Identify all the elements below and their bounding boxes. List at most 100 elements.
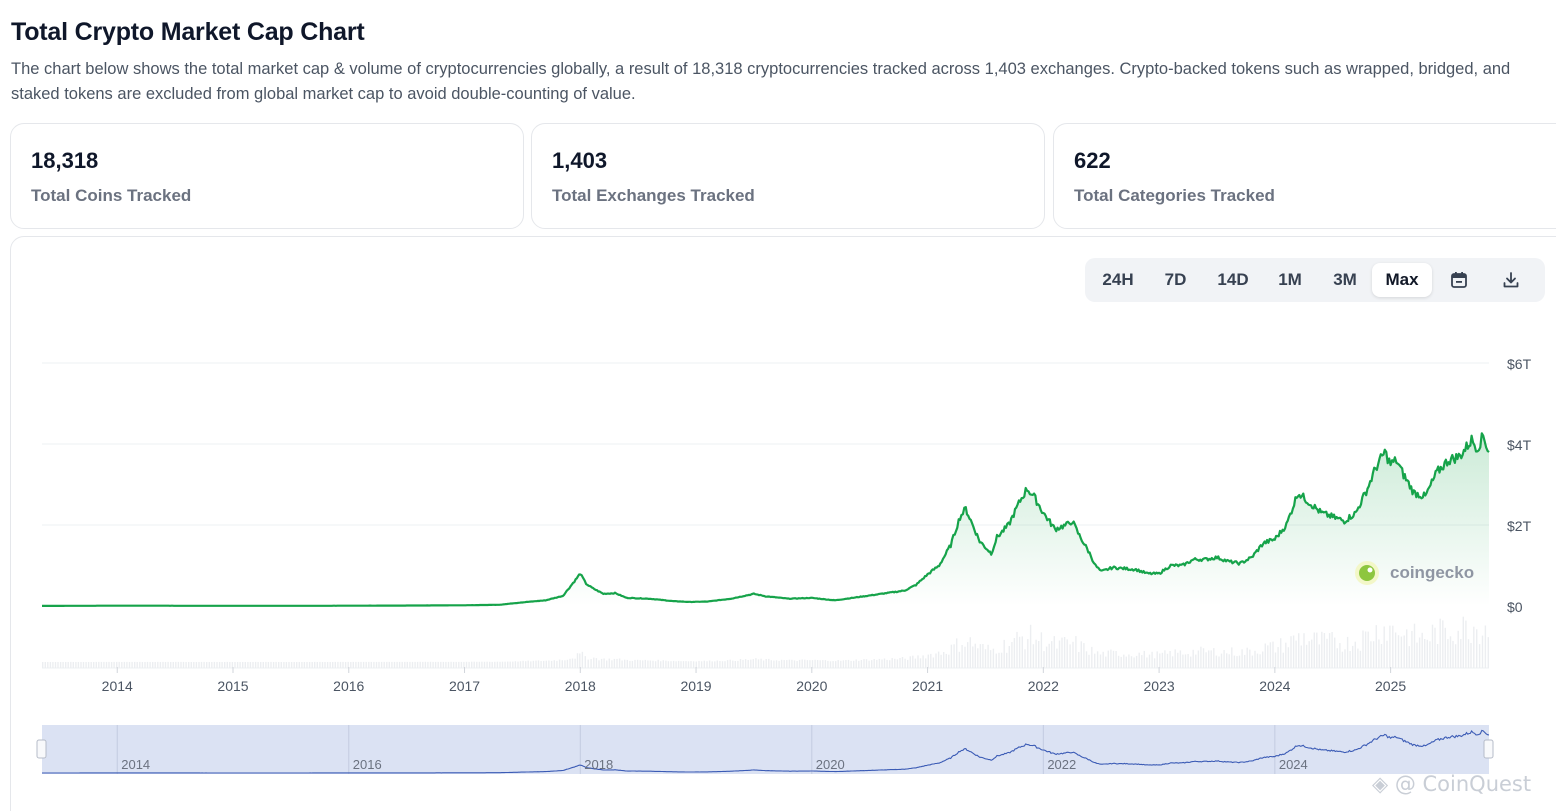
volume-bar xyxy=(290,662,293,668)
volume-bar xyxy=(517,661,519,668)
volume-bar xyxy=(1478,644,1481,668)
volume-bar xyxy=(352,661,354,668)
volume-bar xyxy=(535,660,537,668)
volume-bar xyxy=(1487,637,1489,668)
volume-bar xyxy=(236,662,239,668)
volume-bar xyxy=(1473,626,1475,668)
volume-bar xyxy=(1411,630,1413,668)
volume-bar xyxy=(278,662,280,668)
volume-bar xyxy=(486,661,488,668)
volume-bar xyxy=(1128,654,1130,668)
volume-bar xyxy=(365,661,367,668)
volume-bar xyxy=(987,644,989,668)
volume-bar xyxy=(816,660,819,668)
volume-bar xyxy=(154,662,156,668)
volume-bar xyxy=(195,662,198,668)
volume-bar xyxy=(247,662,249,668)
volume-bar xyxy=(698,660,700,668)
x-tick-label: 2015 xyxy=(217,678,248,694)
volume-bar xyxy=(537,660,540,668)
volume-bar xyxy=(649,660,652,668)
volume-bar xyxy=(700,661,703,668)
volume-bar xyxy=(788,659,791,668)
range-button-1m[interactable]: 1M xyxy=(1278,270,1302,289)
volume-bar xyxy=(1408,646,1410,668)
volume-bar xyxy=(321,662,324,668)
volume-bar xyxy=(901,657,904,668)
volume-bar xyxy=(44,662,46,668)
volume-bar xyxy=(945,653,947,668)
volume-bar xyxy=(1164,650,1166,668)
volume-bar xyxy=(157,661,159,668)
calendar-icon[interactable] xyxy=(1436,263,1482,297)
volume-bar xyxy=(460,661,463,668)
volume-bar xyxy=(654,661,657,668)
volume-bar xyxy=(558,659,561,668)
volume-bar xyxy=(360,661,362,668)
volume-bar xyxy=(1364,631,1367,668)
volume-bar xyxy=(326,662,329,668)
volume-bar xyxy=(530,661,532,668)
volume-bar xyxy=(1195,654,1197,668)
volume-bar xyxy=(434,661,437,668)
range-button-24h[interactable]: 24H xyxy=(1102,270,1134,289)
range-button-max[interactable]: Max xyxy=(1372,263,1432,297)
volume-bar xyxy=(819,660,821,668)
volume-bar xyxy=(355,661,357,668)
volume-bar xyxy=(624,659,626,668)
volume-bar xyxy=(1192,649,1194,668)
volume-bar xyxy=(267,662,270,668)
volume-bar xyxy=(1300,645,1302,668)
volume-bar xyxy=(1102,651,1104,668)
volume-bar xyxy=(1141,655,1143,668)
volume-bar xyxy=(1135,655,1138,668)
navigator-right-handle[interactable] xyxy=(1483,739,1494,759)
volume-bar xyxy=(206,662,208,668)
navigator-left-handle[interactable] xyxy=(36,739,47,759)
volume-bar xyxy=(1386,640,1388,668)
volume-bar xyxy=(639,660,641,668)
volume-bar xyxy=(1151,651,1153,668)
volume-bar xyxy=(729,659,731,668)
volume-bar xyxy=(59,662,62,668)
range-button-3m[interactable]: 3M xyxy=(1333,270,1357,289)
volume-bar xyxy=(786,660,788,668)
volume-bar xyxy=(950,644,953,668)
x-tick-label: 2022 xyxy=(1028,678,1059,694)
volume-bar xyxy=(829,661,832,668)
volume-bar xyxy=(254,661,257,668)
volume-bar xyxy=(1174,649,1176,668)
volume-bar xyxy=(626,659,628,668)
volume-bar xyxy=(1339,643,1341,668)
volume-bar xyxy=(496,661,499,668)
volume-bar xyxy=(1099,654,1102,668)
volume-bar xyxy=(193,662,195,668)
volume-bar xyxy=(739,659,742,668)
volume-bar xyxy=(1202,648,1205,668)
range-button-14d[interactable]: 14D xyxy=(1217,270,1249,289)
volume-bar xyxy=(306,662,308,668)
navigator-tick-label: 2024 xyxy=(1279,757,1308,772)
volume-bar xyxy=(42,662,44,668)
volume-bar xyxy=(416,661,419,668)
volume-bar xyxy=(1421,632,1423,668)
volume-bar xyxy=(1277,647,1279,668)
volume-bar xyxy=(128,662,131,668)
volume-bar xyxy=(146,661,149,668)
diamond-icon: ◈ xyxy=(1372,772,1389,796)
volume-bar xyxy=(121,662,123,668)
volume-bar xyxy=(726,660,729,668)
range-button-7d[interactable]: 7D xyxy=(1164,270,1187,289)
volume-bar xyxy=(925,658,927,668)
volume-bar xyxy=(590,659,592,668)
stat-value: 18,318 xyxy=(31,148,99,173)
volume-bar xyxy=(406,661,408,668)
volume-bar xyxy=(218,662,221,668)
download-icon[interactable] xyxy=(1488,263,1534,297)
volume-bar xyxy=(711,661,713,668)
range-navigator[interactable]: 2014 2016 2018 2020 2022 2024 xyxy=(36,725,1494,774)
volume-bar xyxy=(695,661,697,668)
volume-bar xyxy=(1439,618,1441,668)
volume-bar xyxy=(574,658,576,668)
volume-bar xyxy=(1436,644,1439,668)
